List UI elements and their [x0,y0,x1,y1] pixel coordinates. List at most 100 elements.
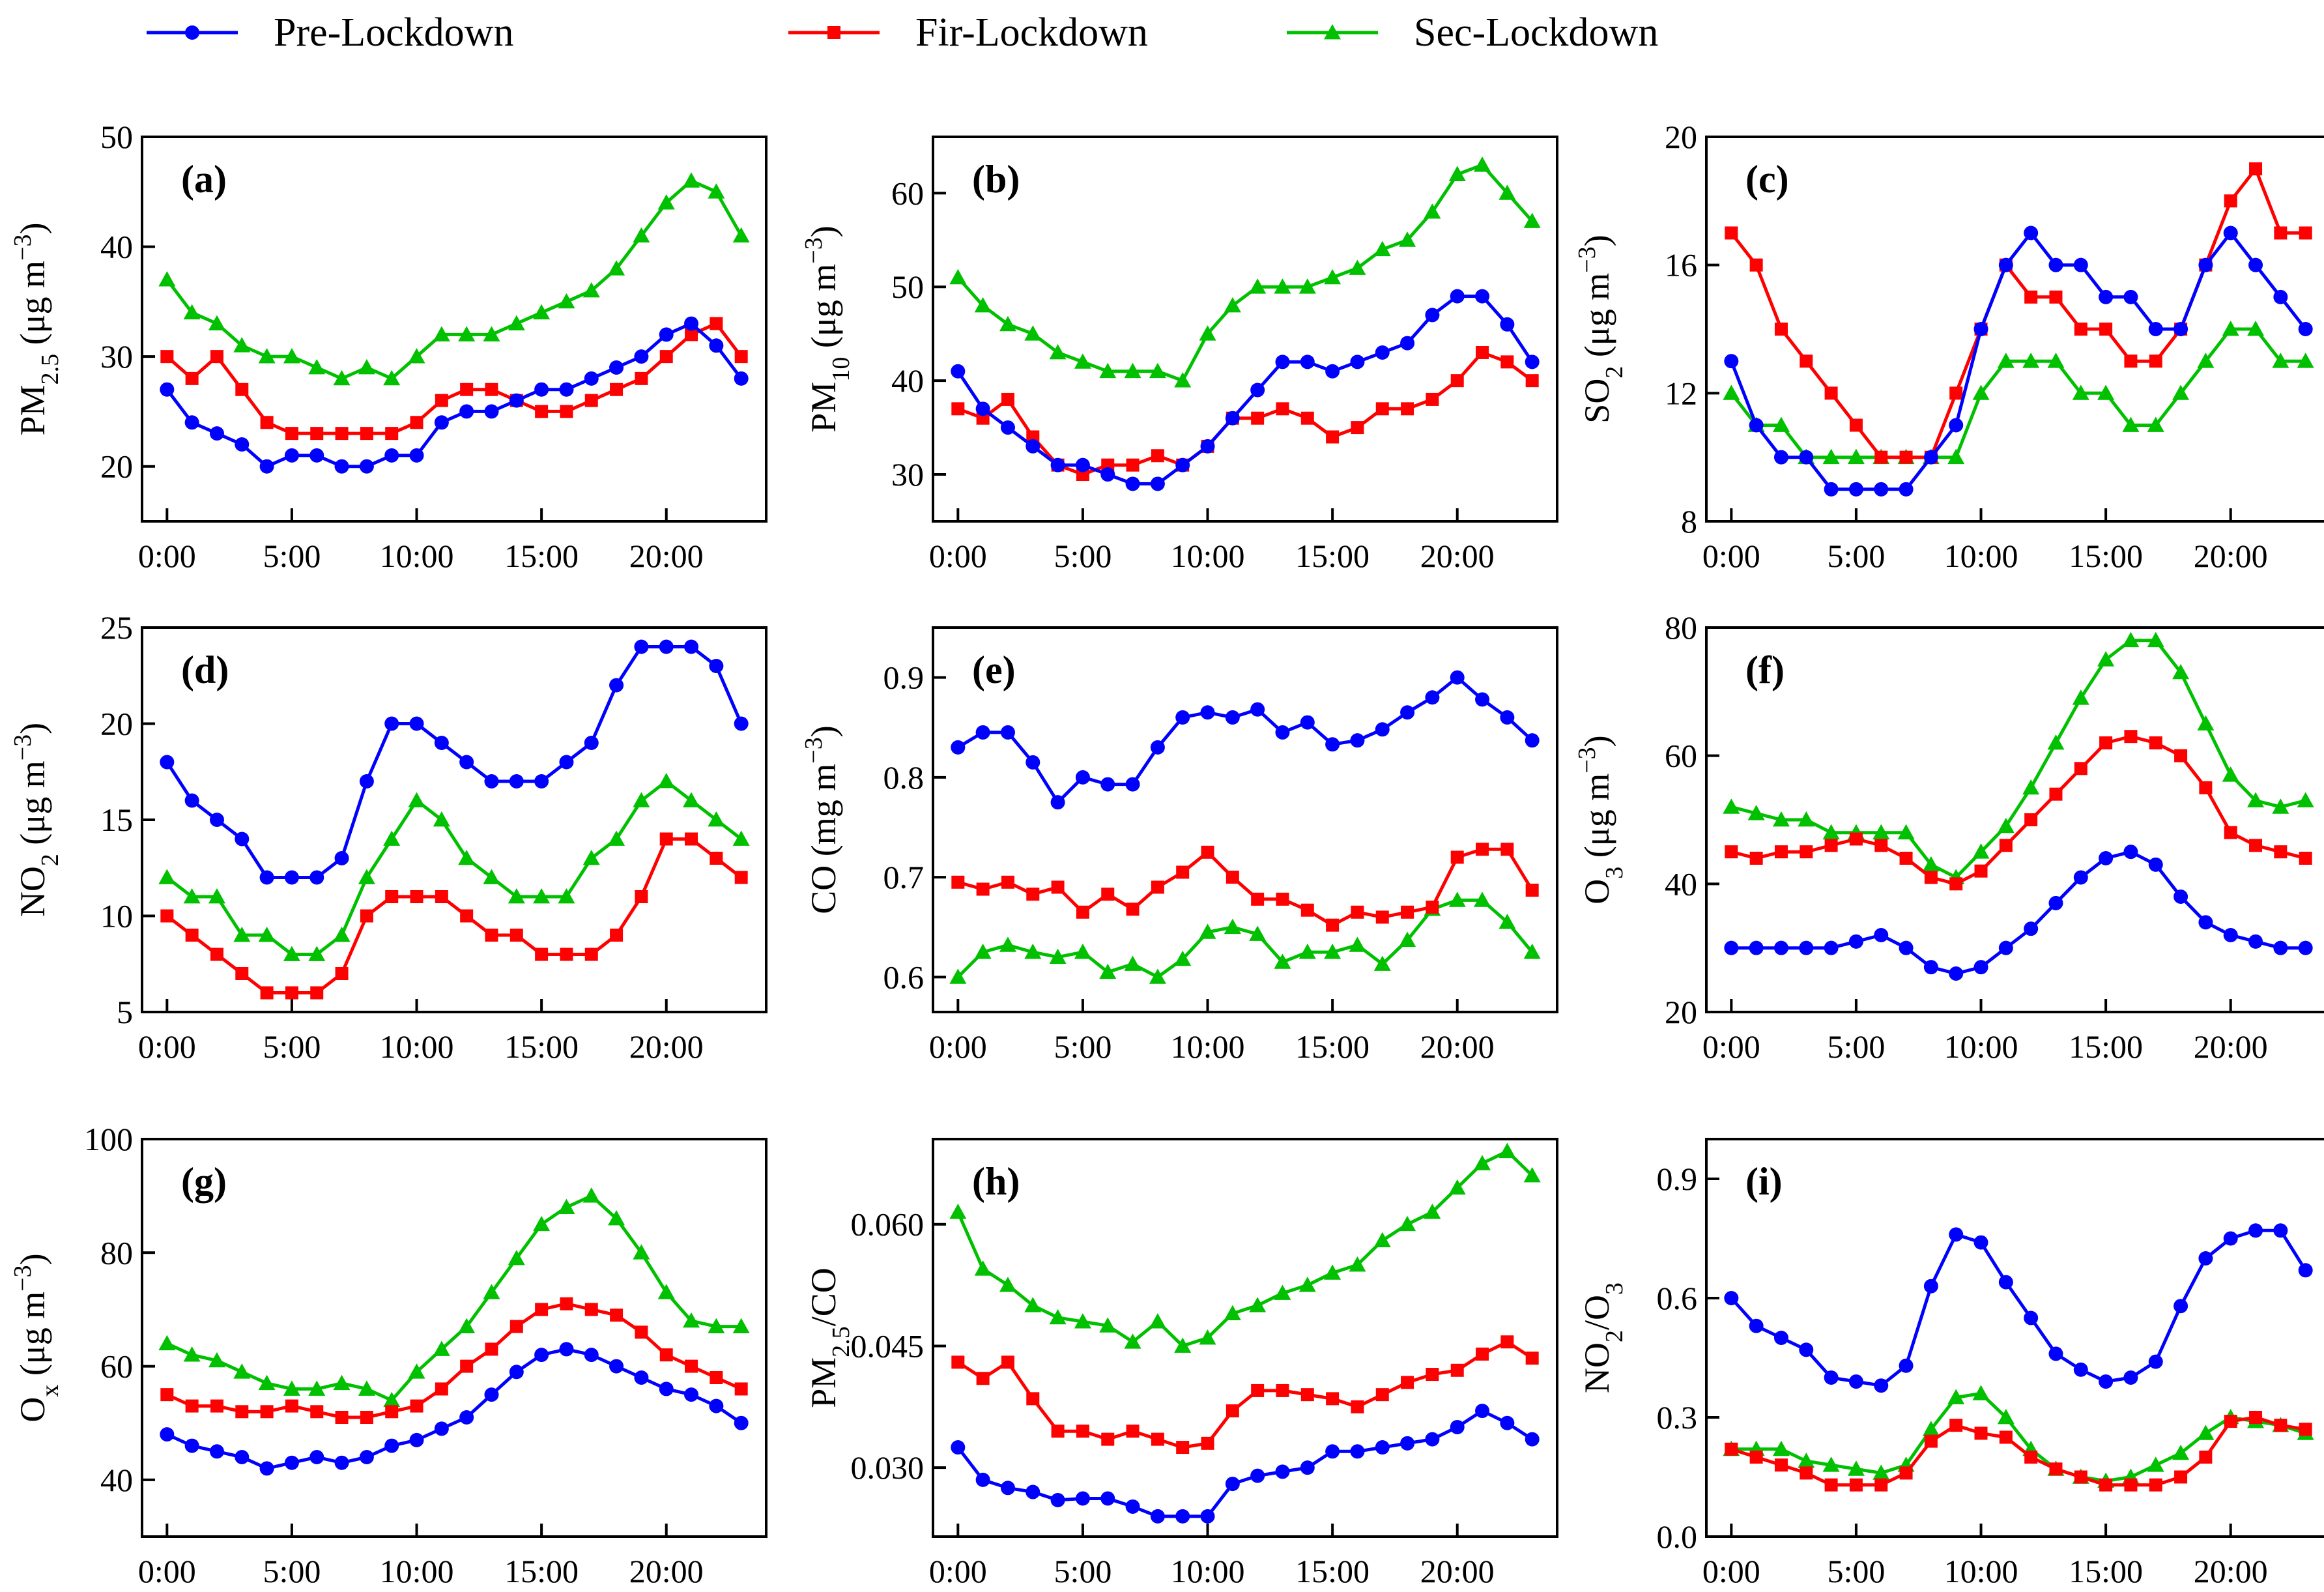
y-tick-label: 0.030 [851,1449,925,1486]
data-point [158,271,176,287]
data-point [1250,702,1265,717]
data-point [975,1472,990,1487]
data-point [2024,290,2038,304]
data-point [1101,1432,1115,1446]
data-point [1151,880,1164,894]
data-point [1450,850,1464,864]
data-point [410,416,423,429]
data-point [1448,891,1466,907]
series-sec-lockdown [158,172,750,386]
data-point [2248,934,2263,949]
data-point [1922,856,1940,872]
data-point [1874,482,1889,497]
data-point [1998,940,2013,955]
data-point [2074,762,2087,775]
data-point [460,1359,474,1373]
data-point [260,416,274,429]
data-point [409,716,424,731]
data-point [951,364,966,379]
legend-item: Pre-Lockdown [147,10,513,55]
data-point [2273,289,2288,304]
data-point [1924,1434,1938,1448]
x-tick-label: 15:00 [1295,538,1370,574]
data-point [1298,278,1316,294]
data-point [1375,1388,1389,1402]
series-sec-lockdown [158,1187,750,1408]
data-point [2174,749,2188,762]
data-point [385,427,399,441]
data-point [1075,457,1090,472]
data-point [1224,918,1241,934]
data-point [2299,226,2312,240]
data-point [1375,722,1390,737]
data-point [1399,231,1416,247]
data-point [1126,903,1140,916]
data-point [2249,839,2263,852]
data-point [333,369,351,386]
x-tick-label: 20:00 [629,1553,704,1589]
data-point [633,1244,650,1260]
y-tick-label: 25 [100,609,133,646]
data-point [1450,1419,1465,1434]
data-point [1500,317,1515,332]
data-point [459,404,474,419]
x-tick-label: 0:00 [929,1028,987,1065]
data-point [1747,805,1765,820]
data-point [310,986,324,1000]
data-point [509,929,523,942]
data-point [1499,1142,1516,1159]
data-point [460,909,474,923]
data-point [1798,1453,1815,1468]
data-point [2223,1231,2238,1246]
data-point [1997,817,2015,833]
data-point [2099,1478,2113,1492]
data-point [559,382,574,397]
y-tick-label: 5 [117,994,133,1030]
data-point [310,427,324,441]
data-point [1225,1477,1240,1492]
panel-label: (b) [972,158,1020,201]
data-point [2124,730,2138,744]
data-point [1999,839,2013,852]
data-point [1274,278,1291,294]
data-point [1000,1481,1015,1496]
data-point [208,888,225,904]
data-point [1351,905,1364,919]
data-point [1349,1256,1366,1272]
data-point [235,967,249,980]
data-point [1824,839,1838,852]
data-point [1799,1342,1814,1357]
data-point [210,1399,223,1413]
data-point [2248,1223,2263,1238]
data-point [185,929,199,942]
data-point [610,383,624,396]
y-tick-label: 30 [100,338,133,375]
y-tick-label: 0.8 [883,759,925,796]
x-tick-label: 15:00 [504,538,579,574]
data-point [975,725,990,740]
data-point [1724,940,1739,955]
data-point [2047,353,2065,368]
data-point [1749,1318,1764,1333]
data-point [1199,1329,1216,1345]
data-point [1175,1509,1190,1524]
data-point [509,774,524,789]
panel-label: (f) [1745,648,1785,691]
data-point [1949,877,1963,891]
data-point [2173,890,2188,904]
data-point [1824,1370,1839,1385]
data-point [535,405,549,418]
x-tick-label: 5:00 [1054,1553,1112,1589]
data-point [1000,420,1015,435]
data-point [659,350,673,364]
data-point [284,1455,299,1470]
data-point [284,448,299,463]
data-point [1799,450,1814,465]
data-point [1899,1466,1913,1480]
data-point [360,909,373,923]
data-point [1225,710,1240,725]
data-point [2247,321,2265,336]
data-point [1325,364,1340,379]
data-point [534,774,549,789]
y-tick-label: 0.6 [883,959,925,995]
